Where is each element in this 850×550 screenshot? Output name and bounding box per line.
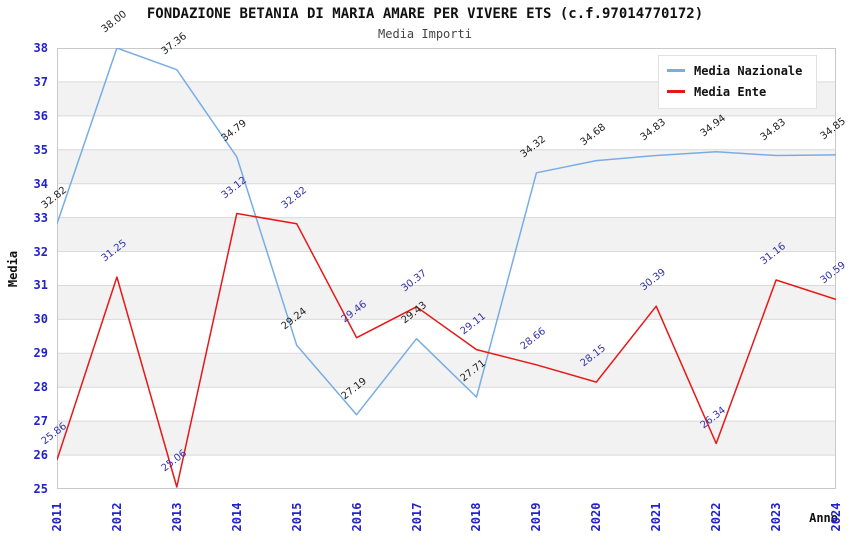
y-tick-label: 26: [33, 448, 48, 463]
y-tick-label: 33: [33, 210, 48, 225]
media-nazionale-line: [57, 48, 836, 416]
x-axis-title: Anno: [809, 511, 838, 525]
chart-subtitle: Media Importi: [378, 27, 472, 41]
plot-band: [57, 387, 836, 422]
plot-band: [57, 285, 836, 320]
y-tick-label: 28: [33, 380, 48, 395]
legend: Media Nazionale Media Ente: [658, 55, 818, 109]
x-tick-label: 2024: [829, 502, 843, 532]
y-tick-label: 31: [33, 278, 48, 293]
y-tick-label: 36: [33, 108, 48, 123]
y-tick-label: 32: [33, 244, 48, 259]
x-tick-label: 2017: [409, 502, 424, 532]
y-tick-label: 37: [33, 74, 48, 89]
plot-band: [57, 421, 836, 456]
x-tick-label: 2020: [589, 502, 604, 532]
y-tick-label: 25: [33, 482, 48, 496]
plot-border: [57, 48, 836, 489]
x-tick-label: 2011: [50, 502, 64, 532]
x-tick-label: 2019: [529, 502, 544, 532]
media-ente-line: [57, 212, 836, 488]
plot-band: [57, 353, 836, 388]
plot-band: [57, 455, 836, 489]
plot-band: [57, 319, 836, 354]
media-nazionale-line-marker: [667, 69, 685, 72]
plot-band: [57, 251, 836, 286]
x-tick-label: 2014: [229, 502, 244, 532]
x-tick-label: 2016: [349, 502, 364, 532]
plot-band: [57, 183, 836, 218]
x-tick-label: 2018: [469, 502, 484, 532]
y-tick-label: 35: [33, 142, 48, 157]
legend-label-media-nazionale: Media Nazionale: [694, 63, 803, 78]
x-tick-label: 2013: [169, 502, 184, 532]
y-tick-label: 29: [33, 346, 48, 361]
x-tick-label: 2023: [769, 502, 784, 532]
legend-item-media-nazionale: Media Nazionale: [667, 60, 802, 81]
chart-title: FONDAZIONE BETANIA DI MARIA AMARE PER VI…: [146, 6, 704, 22]
legend-label-media-ente: Media Ente: [694, 84, 767, 99]
plot-band: [57, 115, 836, 150]
plot-area: [57, 48, 836, 489]
media-ente-line-marker: [667, 90, 685, 93]
x-tick-label: 2012: [109, 502, 124, 532]
legend-item-media-ente: Media Ente: [667, 81, 802, 102]
x-tick-label: 2015: [289, 502, 304, 532]
plot-band: [57, 217, 836, 252]
y-tick-label: 34: [33, 176, 48, 191]
y-tick-label: 38: [33, 41, 48, 55]
y-tick-label: 30: [33, 312, 48, 327]
x-tick-label: 2022: [709, 502, 724, 532]
y-tick-label: 27: [33, 414, 48, 429]
plot-band: [57, 149, 836, 184]
x-tick-label: 2021: [649, 502, 664, 532]
